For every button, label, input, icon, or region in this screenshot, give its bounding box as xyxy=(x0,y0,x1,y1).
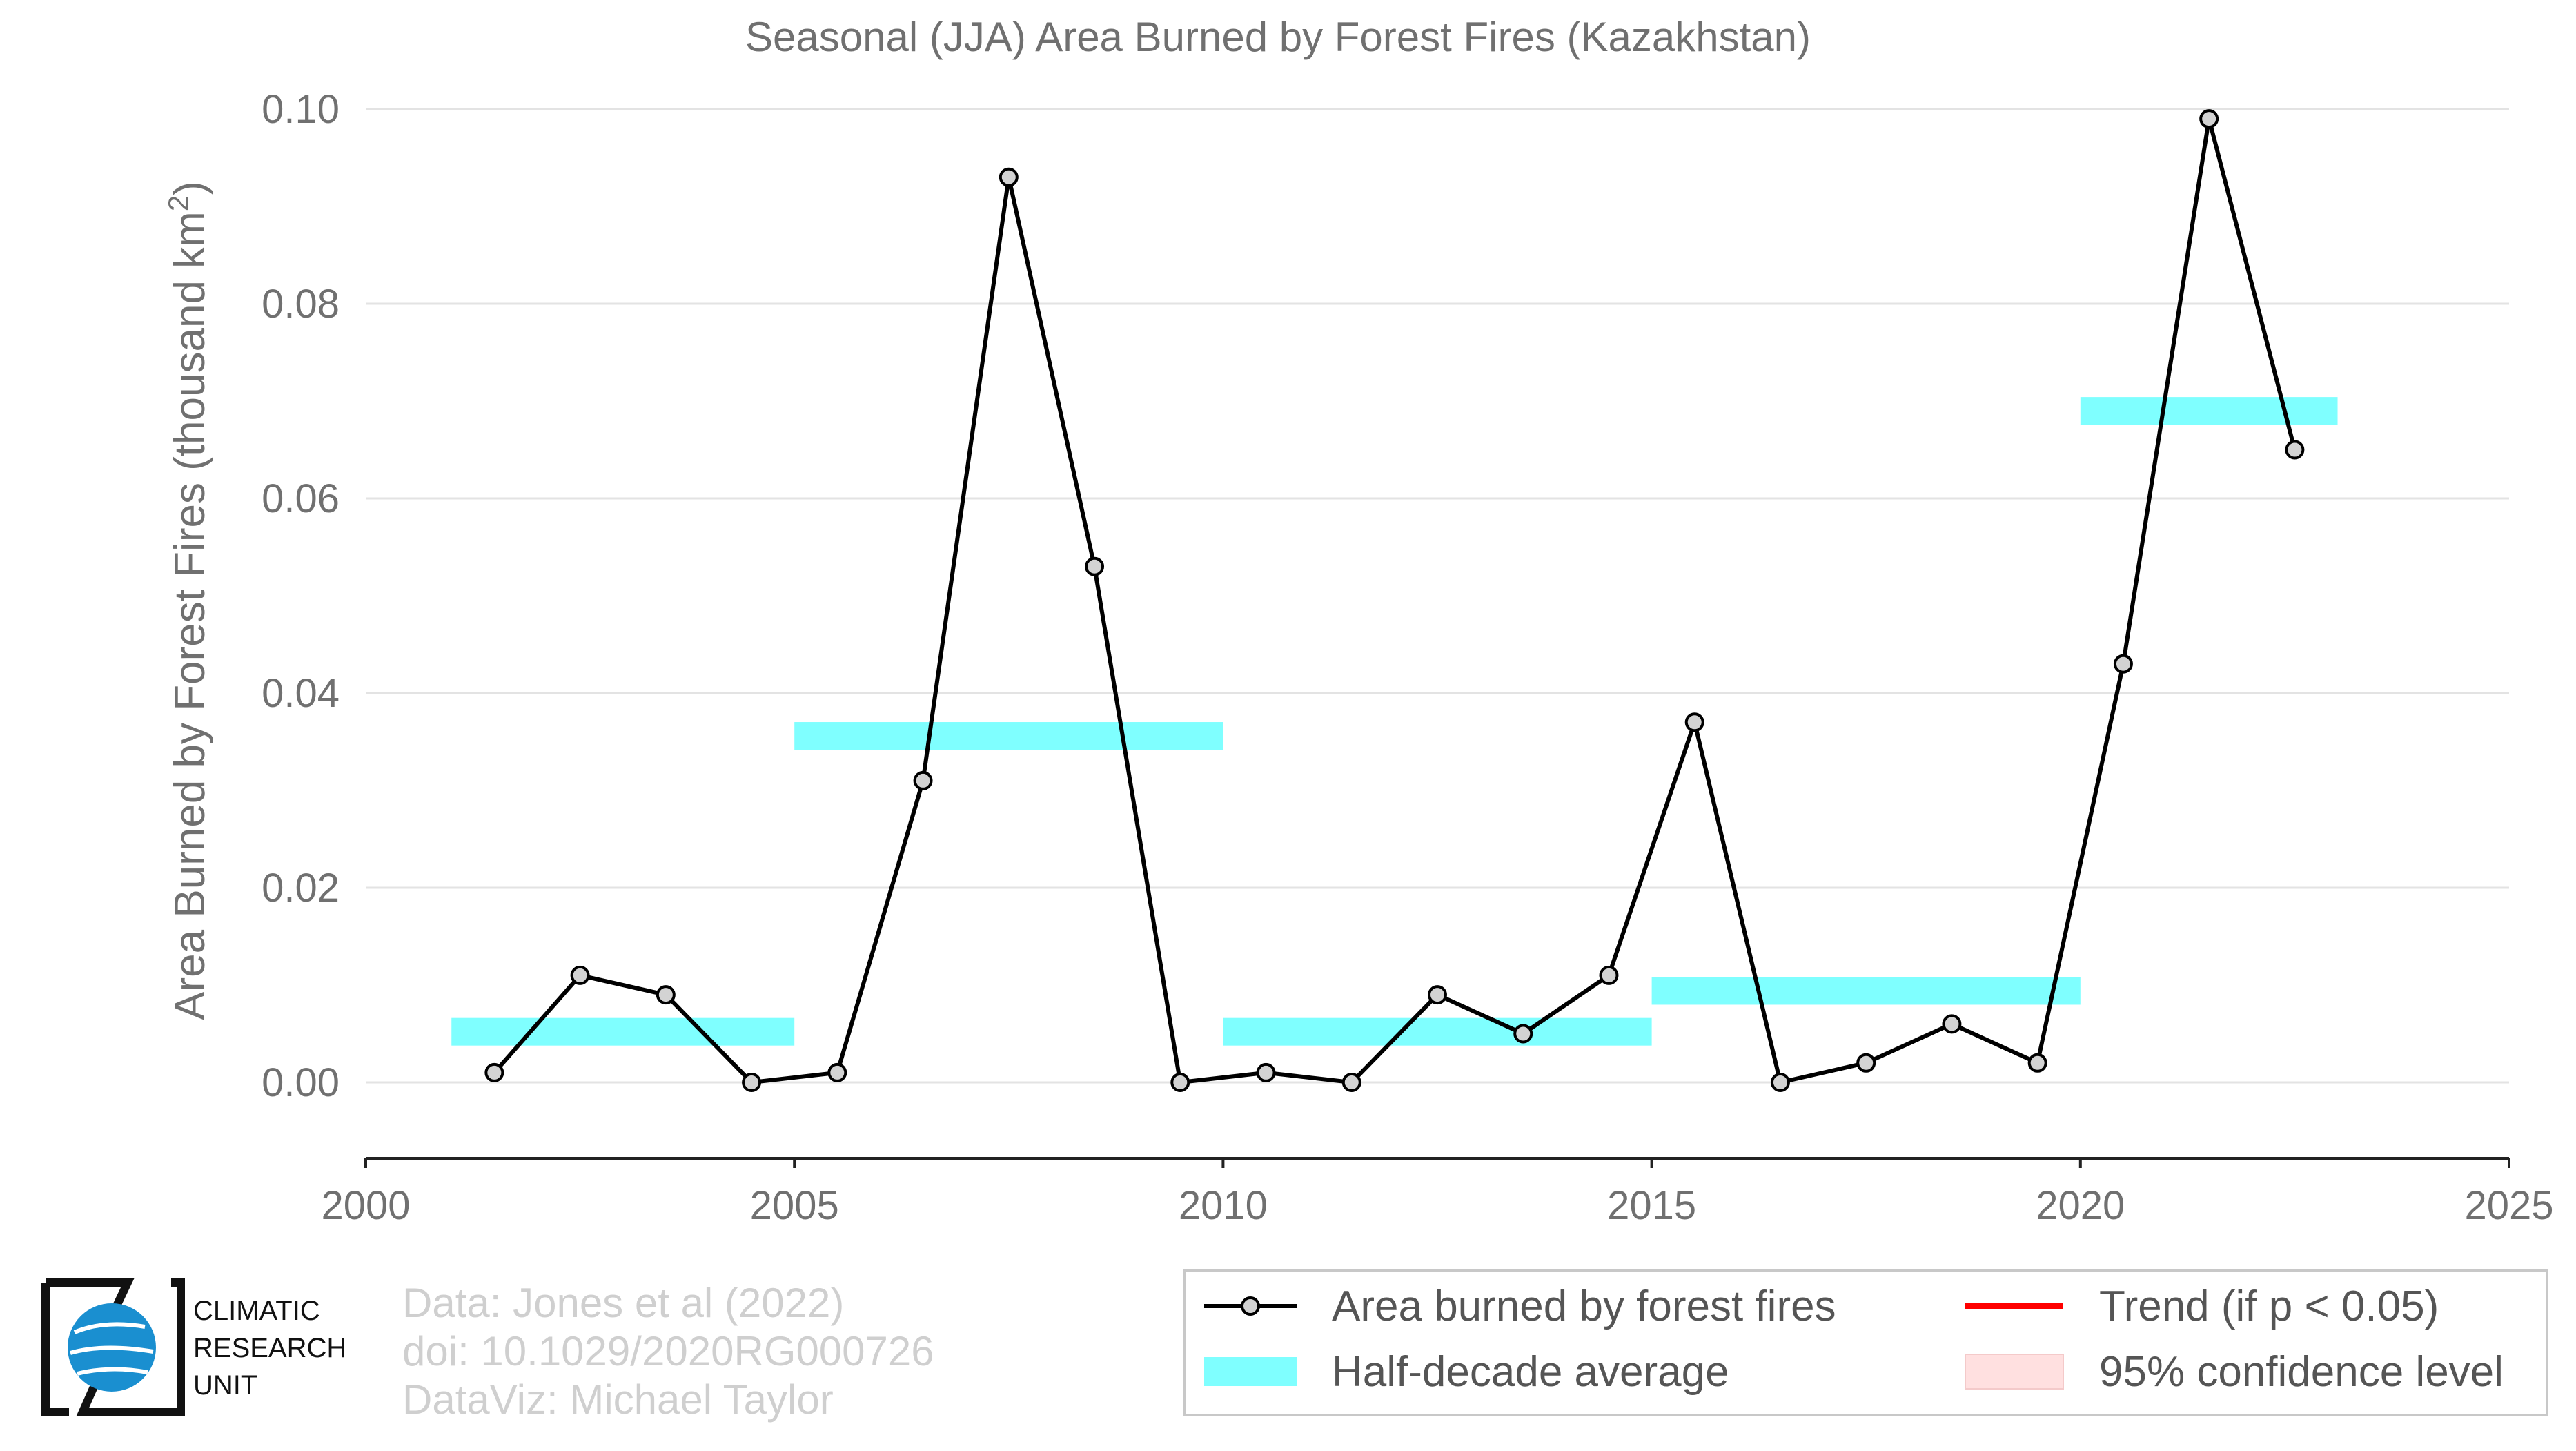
y-tick-label: 0.04 xyxy=(262,671,340,716)
chart-title: Seasonal (JJA) Area Burned by Forest Fir… xyxy=(745,14,1811,60)
half-decade-bar xyxy=(451,1017,795,1046)
x-tick-labels: 2000 2005 2010 2015 2020 2025 xyxy=(321,1158,2554,1228)
y-tick-label: 0.08 xyxy=(262,282,340,327)
data-point xyxy=(1256,1062,1276,1082)
legend: Area burned by forest fires Trend (if p … xyxy=(1183,1269,2548,1416)
data-point xyxy=(2113,654,2133,674)
logo-text-line2: RESEARCH xyxy=(193,1333,346,1363)
legend-label-trend: Trend (if p < 0.05) xyxy=(2099,1283,2439,1330)
data-point xyxy=(2027,1053,2047,1073)
half-decade-bar xyxy=(794,722,1223,750)
series-line xyxy=(493,117,2297,1084)
data-point xyxy=(999,167,1019,187)
half-decade-bar xyxy=(1223,1017,1652,1046)
cru-logo: CLIMATIC RESEARCH UNIT xyxy=(41,1278,346,1416)
y-tick-label: 0.06 xyxy=(262,476,340,521)
grid-lines xyxy=(366,108,2509,1084)
y-tick-label: 0.02 xyxy=(262,866,340,910)
credit-doi: doi: 10.1029/2020RG000726 xyxy=(402,1328,934,1374)
x-tick-label: 2000 xyxy=(321,1183,410,1228)
data-point xyxy=(2285,440,2305,460)
x-tick-label: 2005 xyxy=(750,1183,839,1228)
data-point xyxy=(656,985,676,1005)
y-tick-labels: 0.00 0.02 0.04 0.06 0.08 0.10 xyxy=(262,87,340,1105)
data-point xyxy=(1684,712,1704,732)
data-point xyxy=(1599,965,1619,985)
area-burned-series xyxy=(484,109,2305,1092)
logo-text-line1: CLIMATIC xyxy=(193,1296,320,1326)
legend-box xyxy=(1183,1269,2548,1416)
credit-dataviz: DataViz: Michael Taylor xyxy=(402,1376,834,1423)
half-decade-bar xyxy=(2080,397,2338,425)
data-point xyxy=(1856,1053,1876,1073)
half-decade-bar xyxy=(1651,977,2081,1005)
data-point xyxy=(913,770,933,790)
data-point xyxy=(2199,109,2219,129)
data-point xyxy=(742,1073,762,1092)
y-tick-label: 0.10 xyxy=(262,87,340,132)
y-tick-label: 0.00 xyxy=(262,1060,340,1105)
x-tick-label: 2025 xyxy=(2464,1183,2553,1228)
data-point xyxy=(1341,1073,1361,1092)
data-point xyxy=(1170,1073,1190,1092)
data-point xyxy=(827,1062,847,1082)
data-point xyxy=(1770,1073,1790,1092)
credit-data: Data: Jones et al (2022) xyxy=(402,1280,844,1326)
legend-marker-icon xyxy=(1241,1296,1260,1316)
data-point xyxy=(1085,556,1105,576)
data-point xyxy=(484,1062,504,1082)
x-tick-label: 2020 xyxy=(2036,1183,2125,1228)
legend-item-area-burned: Area burned by forest fires xyxy=(1204,1283,1836,1330)
logo-text-line3: UNIT xyxy=(193,1370,257,1401)
legend-item-confidence: 95% confidence level xyxy=(1965,1348,2504,1396)
data-point xyxy=(1428,985,1447,1005)
y-axis-label: Area Burned by Forest Fires (thousand km… xyxy=(162,181,215,1020)
data-point xyxy=(1513,1024,1533,1044)
half-decade-average-bars xyxy=(451,397,2338,1046)
data-point xyxy=(570,965,590,985)
x-tick-label: 2010 xyxy=(1179,1183,1268,1228)
legend-label-confidence: 95% confidence level xyxy=(2099,1348,2504,1396)
x-tick-label: 2015 xyxy=(1607,1183,1696,1228)
legend-item-trend: Trend (if p < 0.05) xyxy=(1965,1283,2439,1330)
legend-label-half-decade: Half-decade average xyxy=(1332,1348,1729,1396)
legend-label-area-burned: Area burned by forest fires xyxy=(1332,1283,1836,1330)
data-point xyxy=(1942,1014,1962,1034)
legend-item-half-decade: Half-decade average xyxy=(1204,1348,1729,1396)
